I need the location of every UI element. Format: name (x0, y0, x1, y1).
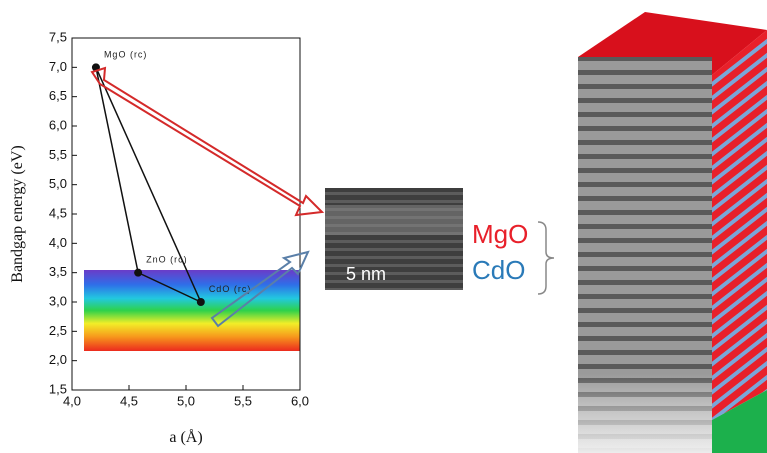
data-point (134, 269, 142, 277)
x-tick-label: 4,0 (63, 393, 81, 408)
y-tick-label: 3,0 (49, 293, 67, 308)
x-tick-label: 5,0 (177, 393, 195, 408)
point-label: CdO (rc) (209, 284, 252, 294)
figure: 1,52,02,53,03,54,04,55,05,56,06,57,07,54… (0, 0, 767, 453)
brace (538, 222, 554, 294)
y-tick-label: 7,5 (49, 29, 67, 44)
scale-bar-label: 5 nm (346, 264, 386, 284)
block-side (712, 30, 767, 420)
y-tick-label: 5,0 (49, 176, 67, 191)
x-tick-label: 5,5 (234, 393, 252, 408)
layer-label: MgO (472, 219, 528, 249)
point-label: ZnO (rc) (146, 255, 188, 265)
y-tick-label: 4,5 (49, 205, 67, 220)
y-tick-label: 6,5 (49, 88, 67, 103)
y-tick-label: 2,0 (49, 352, 67, 367)
tem-layer (325, 205, 463, 235)
layer-label: CdO (472, 255, 525, 285)
x-axis-label: a (Å) (169, 428, 202, 446)
point-label: MgO (rc) (104, 49, 148, 59)
y-tick-label: 7,0 (49, 59, 67, 74)
data-point (197, 298, 205, 306)
x-tick-label: 6,0 (291, 393, 309, 408)
y-tick-label: 5,5 (49, 147, 67, 162)
x-tick-label: 4,5 (120, 393, 138, 408)
block-substrate (578, 57, 712, 453)
y-axis-label: Bandgap energy (eV) (9, 145, 26, 282)
y-tick-label: 2,5 (49, 323, 67, 338)
y-tick-label: 4,0 (49, 235, 67, 250)
y-tick-label: 6,0 (49, 117, 67, 132)
connecting-line (96, 67, 201, 302)
y-tick-label: 3,5 (49, 264, 67, 279)
arrow-red (92, 68, 322, 215)
plot-area: 1,52,02,53,03,54,04,55,05,56,06,57,07,54… (9, 29, 309, 446)
